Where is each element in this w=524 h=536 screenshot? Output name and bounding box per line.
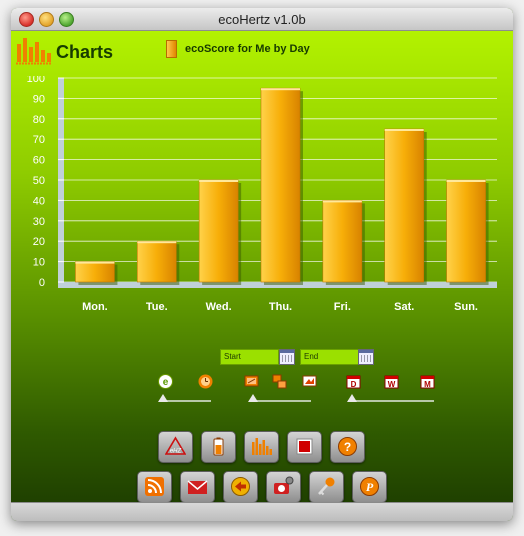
y-tick-label: 70 <box>33 134 45 146</box>
y-tick-label: 20 <box>33 236 45 248</box>
y-tick-label: 90 <box>33 93 45 105</box>
svg-text:e: e <box>163 377 169 388</box>
page-title: Charts <box>56 42 114 62</box>
status-bar <box>11 502 513 521</box>
app-window: ecoHertz v1.0b Charts ecoScore for Me by… <box>11 8 513 521</box>
x-tick-label: Sun. <box>454 301 478 313</box>
ehz-score-icon[interactable]: e <box>158 374 173 389</box>
bar <box>446 179 486 283</box>
help-icon: ? <box>338 437 357 456</box>
svg-text:P: P <box>366 480 374 494</box>
key-button[interactable] <box>309 471 344 503</box>
chart-legend: ecoScore for Me by Day <box>166 40 310 58</box>
charts-button[interactable] <box>244 431 279 463</box>
screen-zoom-icon[interactable] <box>244 374 259 389</box>
y-tick-label: 80 <box>33 114 45 126</box>
svg-text:eHZ: eHZ <box>170 449 182 455</box>
bar-top <box>137 241 177 244</box>
y-tick-label: 100 <box>27 76 45 85</box>
bar-top <box>446 180 486 182</box>
slider-track-2[interactable] <box>249 400 311 402</box>
y-tick-label: 30 <box>33 216 45 228</box>
paypal-button[interactable]: P <box>352 471 387 503</box>
slider-thumb-3[interactable] <box>347 394 357 402</box>
svg-text:M: M <box>424 380 431 389</box>
legend-swatch <box>166 40 177 58</box>
y-tick-label: 50 <box>33 175 45 187</box>
bar-top <box>384 129 424 131</box>
bar-chart-icon <box>252 438 272 455</box>
start-calendar-icon[interactable] <box>279 349 295 365</box>
rss-button[interactable] <box>137 471 172 503</box>
month-calendar-icon[interactable]: M <box>420 374 435 389</box>
y-axis-strip <box>58 78 64 288</box>
slider-track-3[interactable] <box>348 400 434 402</box>
x-tick-label: Fri. <box>334 301 351 313</box>
bar <box>384 128 425 283</box>
charts-logo-icon <box>16 38 52 65</box>
help-button[interactable]: ? <box>330 431 365 463</box>
title-bar: ecoHertz v1.0b <box>11 8 513 31</box>
ehz-logo-icon: eHZ <box>165 436 186 455</box>
svg-text:D: D <box>351 380 357 389</box>
minimize-window-button[interactable] <box>39 12 54 27</box>
bar-top <box>75 261 115 264</box>
x-tick-label: Mon. <box>82 301 108 313</box>
end-calendar-icon[interactable] <box>358 349 374 365</box>
screen-chart-icon[interactable] <box>302 374 317 389</box>
window-title: ecoHertz v1.0b <box>218 12 306 27</box>
bar-top <box>322 200 362 203</box>
paypal-icon: P <box>360 477 379 496</box>
y-tick-label: 10 <box>33 257 45 269</box>
battery-icon <box>213 437 224 456</box>
y-tick-label: 40 <box>33 195 45 207</box>
ehz-button[interactable]: eHZ <box>158 431 193 463</box>
clock-icon[interactable] <box>198 374 213 389</box>
bar <box>198 179 239 283</box>
close-window-button[interactable] <box>19 12 34 27</box>
slider-thumb-1[interactable] <box>158 394 168 402</box>
bar <box>322 200 363 283</box>
y-tick-label: 0 <box>39 277 45 289</box>
bar-top <box>261 88 300 91</box>
x-tick-label: Thu. <box>269 301 292 313</box>
main-content: Charts ecoScore for Me by Day 0 10 20 30 40 5… <box>11 31 513 503</box>
screens-compare-icon[interactable] <box>272 374 287 389</box>
rss-icon <box>145 477 164 496</box>
bar <box>260 87 301 283</box>
bar-top <box>199 180 239 182</box>
start-date-field[interactable]: Start <box>220 349 279 365</box>
bar <box>75 261 115 283</box>
legend-label: ecoScore for Me by Day <box>185 43 310 55</box>
zoom-window-button[interactable] <box>59 12 74 27</box>
mail-icon <box>187 480 208 494</box>
back-button[interactable] <box>223 471 258 503</box>
x-tick-label: Sat. <box>394 301 414 313</box>
svg-text:?: ? <box>344 440 351 454</box>
battery-button[interactable] <box>201 431 236 463</box>
chip-button[interactable] <box>287 431 322 463</box>
x-tick-label: Wed. <box>206 301 232 313</box>
y-tick-label: 60 <box>33 155 45 167</box>
mail-button[interactable] <box>180 471 215 503</box>
slider-thumb-2[interactable] <box>248 394 258 402</box>
chip-icon <box>296 438 313 455</box>
camera-gear-icon <box>274 476 294 494</box>
svg-text:W: W <box>388 380 396 389</box>
back-arrow-icon <box>231 477 250 496</box>
week-calendar-icon[interactable]: W <box>384 374 399 389</box>
key-icon <box>318 477 335 496</box>
day-calendar-icon[interactable]: D <box>346 374 361 389</box>
bar <box>136 240 177 283</box>
camera-settings-button[interactable] <box>266 471 301 503</box>
x-tick-label: Tue. <box>146 301 168 313</box>
bar-chart: 0 10 20 30 40 50 60 70 80 90 100 Mon. Tue. Wed. Thu. Fr… <box>27 76 497 313</box>
end-date-field[interactable]: End <box>300 349 359 365</box>
slider-track-1[interactable] <box>159 400 211 402</box>
